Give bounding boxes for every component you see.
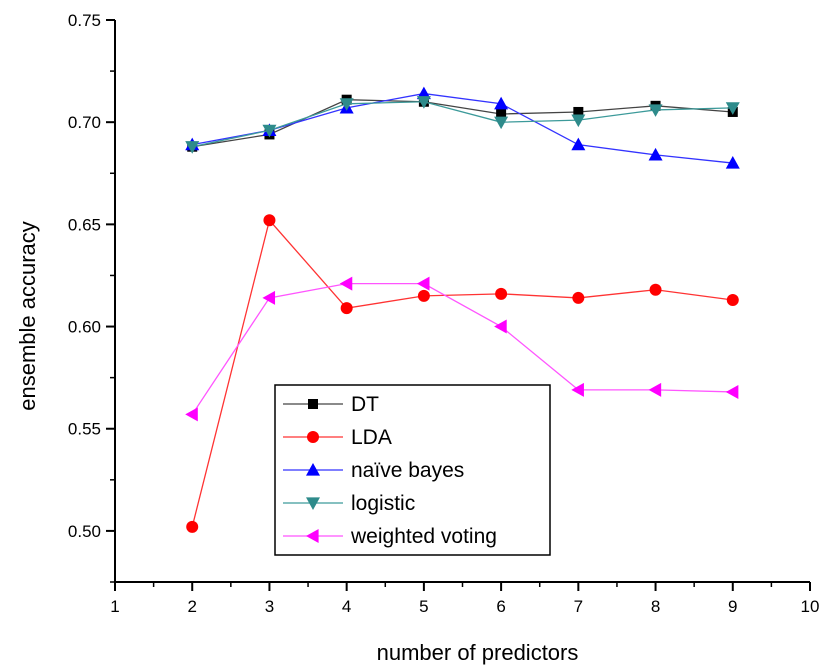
data-point — [725, 384, 739, 399]
legend-label: DT — [351, 393, 379, 416]
x-tick-label: 5 — [419, 597, 428, 616]
x-tick-label: 8 — [651, 597, 660, 616]
legend-marker — [306, 529, 319, 543]
x-tick-label: 3 — [265, 597, 274, 616]
legend-label: LDA — [351, 426, 392, 449]
series-3 — [185, 96, 740, 154]
legend-label: logistic — [351, 492, 415, 515]
data-point — [571, 114, 586, 128]
x-axis-title: number of predictors — [377, 640, 579, 665]
data-point — [416, 86, 431, 100]
legend: DT LDA naïve bayes logistic weighted voting — [274, 384, 551, 556]
legend-item: LDA — [283, 426, 392, 449]
y-axis-title: ensemble accuracy — [15, 221, 40, 411]
y-tick-label: 0.50 — [68, 522, 101, 541]
data-point — [494, 116, 509, 130]
legend-label: naïve bayes — [351, 459, 464, 482]
data-point — [262, 124, 277, 138]
legend-item: naïve bayes — [283, 459, 464, 482]
data-point — [262, 290, 276, 305]
series-line — [192, 99, 733, 148]
y-tick-label: 0.70 — [68, 113, 101, 132]
series-line — [192, 101, 733, 148]
series-4 — [185, 276, 739, 422]
data-point — [416, 276, 430, 291]
x-tick-label: 4 — [342, 597, 351, 616]
data-point — [495, 287, 508, 300]
legend-item: logistic — [283, 492, 415, 515]
y-tick-label: 0.55 — [68, 420, 101, 439]
data-point — [572, 291, 585, 304]
data-point — [573, 106, 584, 117]
x-tick-label: 1 — [110, 597, 119, 616]
x-tick-label: 2 — [187, 597, 196, 616]
data-point — [185, 407, 198, 422]
legend-item: DT — [283, 393, 379, 416]
data-point — [571, 382, 584, 397]
x-tick-label: 10 — [801, 597, 820, 616]
series-line — [191, 282, 733, 415]
legend-marker — [306, 497, 320, 510]
y-tick-label: 0.65 — [68, 215, 101, 234]
y-tick-label: 0.60 — [68, 318, 101, 337]
series-0 — [187, 94, 738, 152]
data-point — [494, 96, 509, 110]
legend-marker — [308, 399, 318, 409]
legend-label: weighted voting — [350, 525, 497, 548]
data-point — [185, 141, 200, 154]
data-point — [339, 276, 353, 291]
data-point — [648, 382, 662, 397]
legend-item: weighted voting — [283, 525, 497, 548]
x-tick-label: 7 — [574, 597, 583, 616]
axes: 1 2 3 4 5 6 7 8 9 10 0.50 0.55 0.60 0.65 0.70 0.75 — [68, 11, 820, 616]
data-point — [416, 96, 431, 109]
x-tick-label: 6 — [496, 597, 505, 616]
data-point — [417, 289, 430, 302]
data-point — [725, 102, 740, 115]
data-point — [726, 293, 739, 306]
data-point — [648, 104, 663, 117]
data-point — [340, 302, 353, 315]
data-point — [263, 214, 276, 227]
data-point — [648, 147, 663, 161]
data-point — [494, 319, 507, 334]
data-point — [339, 98, 354, 111]
data-point — [186, 520, 199, 533]
series-1 — [186, 214, 739, 533]
data-point — [649, 283, 662, 296]
data-point — [571, 137, 586, 151]
legend-marker — [307, 431, 319, 443]
plot-area — [185, 86, 740, 533]
series-line — [191, 218, 733, 527]
y-tick-label: 0.75 — [68, 11, 101, 30]
legend-marker — [306, 463, 320, 476]
x-tick-label: 9 — [728, 597, 737, 616]
data-point — [725, 156, 740, 169]
data-point — [496, 109, 507, 120]
